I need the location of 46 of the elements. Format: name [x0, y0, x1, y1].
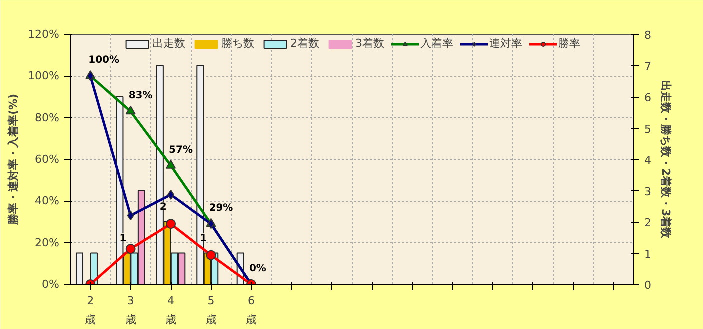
y-tick-label: 120%: [28, 28, 60, 41]
y-tick-label: 0%: [42, 278, 60, 291]
data-label: 100%: [88, 55, 120, 66]
point: [168, 190, 175, 200]
category-label: 5 歳: [206, 294, 217, 326]
y-tick-label: 100%: [28, 70, 60, 83]
point: [126, 244, 136, 254]
legend-label: 3着数: [356, 36, 384, 51]
data-label: 0%: [249, 264, 266, 274]
category-label: 2 歳: [85, 294, 96, 326]
point: [127, 210, 134, 221]
category-label: 3 歳: [125, 294, 136, 326]
data-label: 2: [160, 202, 167, 213]
legend-label: 勝率: [558, 36, 580, 51]
y2-tick-label: 1: [644, 248, 652, 261]
legend-label: 勝ち数: [222, 36, 254, 51]
legend-label: 出走数: [152, 36, 186, 51]
y2-tick-label: 2: [644, 216, 652, 230]
data-label: 83%: [128, 90, 153, 102]
y2-tick-label: 4: [644, 154, 652, 167]
data-label: 1: [200, 233, 208, 244]
bar: [76, 252, 84, 284]
y2-tick-label: 7: [644, 60, 652, 74]
y-tick-label: 60%: [35, 153, 60, 166]
data-label: 1: [120, 233, 127, 244]
y-axis-title: 勝率・連対率・入着率(%): [7, 94, 20, 226]
point: [206, 250, 216, 260]
y2-axis-title: 出走数・勝ち数・2着数・3着数: [660, 80, 672, 240]
category-label: 6 歳: [246, 294, 257, 326]
y2-tick-label: 8: [644, 29, 652, 42]
point: [166, 219, 176, 230]
y-tick-label: 20%: [35, 236, 60, 250]
legend-label: 入着率: [420, 36, 454, 51]
point: [126, 106, 136, 115]
legend-label: 連対率: [490, 36, 522, 51]
y2-tick-label: 6: [644, 92, 652, 104]
data-label: 29%: [209, 203, 234, 214]
legend-label: 2着数: [290, 36, 320, 51]
y-tick-label: 80%: [35, 111, 60, 124]
y2-tick-label: 3: [644, 185, 652, 198]
data-label: 57%: [169, 144, 193, 156]
y-tick-label: 40%: [35, 194, 60, 208]
category-label: 4 歳: [166, 294, 177, 326]
y2-tick-label: 0: [644, 279, 652, 292]
point: [166, 160, 176, 169]
y2-tick-label: 5: [644, 122, 652, 136]
